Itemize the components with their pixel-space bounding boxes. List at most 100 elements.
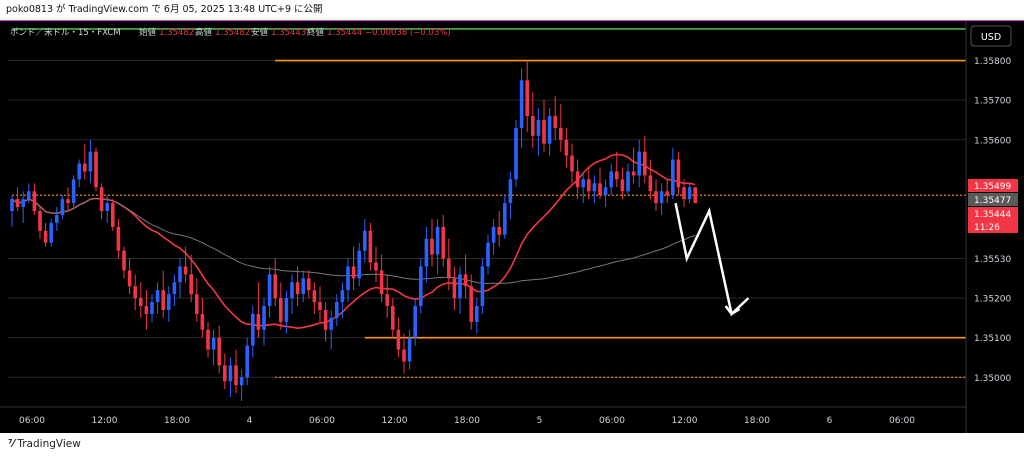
candle-body xyxy=(665,191,669,196)
candle-body xyxy=(167,294,171,310)
price-tag xyxy=(968,193,1018,206)
candle-body xyxy=(643,151,647,176)
candle-body xyxy=(329,317,333,330)
candles xyxy=(10,60,697,402)
candle-body xyxy=(195,294,199,314)
candle-body xyxy=(189,274,193,295)
candle-body xyxy=(603,187,608,196)
candle-body xyxy=(49,222,53,243)
publish-caption-bar: poko0813 が TradingView.com で 6月 05, 2025… xyxy=(0,0,1024,20)
candle-body xyxy=(273,274,277,299)
candle-body xyxy=(671,159,675,196)
candle-body xyxy=(480,266,485,307)
candle-body xyxy=(32,191,37,212)
x-tick-label: 6 xyxy=(827,416,833,426)
candle-body xyxy=(161,290,165,310)
candle-body xyxy=(127,270,132,287)
forecast-arrow-path xyxy=(674,202,750,317)
moving-averages xyxy=(11,153,696,330)
forecast-arrow-head xyxy=(724,305,741,316)
candle-body xyxy=(631,171,636,176)
candle-body xyxy=(570,155,574,172)
legend-close: 1.35444 xyxy=(327,28,362,38)
candle-body xyxy=(508,179,513,204)
candle-body xyxy=(575,171,580,188)
candle-body xyxy=(301,278,305,295)
candle-body xyxy=(598,183,602,196)
candle-body xyxy=(290,282,294,299)
candle-body xyxy=(536,119,541,136)
candle-body xyxy=(458,274,462,299)
candle-body xyxy=(155,290,160,303)
legend-open: 1.35482 xyxy=(159,28,194,38)
candle-body xyxy=(503,203,507,235)
candle-body xyxy=(77,163,81,180)
legend-close-label: 終値 xyxy=(307,27,325,38)
candle-body xyxy=(251,313,255,346)
candle-body xyxy=(111,203,115,227)
candle-body xyxy=(424,238,429,267)
price-chart[interactable]: 1.35800 1.35700 1.35600 1.35530 1.35200 1.351… xyxy=(0,21,1024,433)
legend-symbol: ポンド／米ドル・15・FXCM xyxy=(10,27,121,38)
candle-body xyxy=(553,116,557,128)
legend-change: −0.00038 (−0.03%) xyxy=(365,28,451,38)
chart-area[interactable]: 1.35800 1.35700 1.35600 1.35530 1.35200 1.351… xyxy=(0,21,1024,433)
candle-body xyxy=(351,266,356,279)
legend-high: 1.35482 xyxy=(215,28,250,38)
price-tag-label: 1.35444 xyxy=(974,210,1011,220)
candle-body xyxy=(441,226,445,259)
candle-body xyxy=(71,179,76,204)
currency-button-label[interactable]: USD xyxy=(981,32,1001,43)
candle-body xyxy=(514,127,518,180)
candle-body xyxy=(183,266,188,275)
candle-body xyxy=(547,116,552,144)
candle-body xyxy=(94,151,98,188)
candle-body xyxy=(587,179,591,192)
candle-body xyxy=(234,365,238,386)
price-tag-label: 11:26 xyxy=(974,223,1000,233)
legend-high-label: 高値 xyxy=(195,27,213,38)
y-tick-label: 1.35000 xyxy=(974,374,1011,384)
candle-body xyxy=(407,337,412,362)
candle-body xyxy=(133,286,137,299)
candle-body xyxy=(200,313,205,330)
y-tick-label: 1.35100 xyxy=(974,334,1011,344)
candle-body xyxy=(463,274,468,287)
y-tick-label: 1.35800 xyxy=(974,57,1011,67)
candle-body xyxy=(38,211,42,231)
candle-body xyxy=(559,127,563,140)
candle-body xyxy=(469,286,473,322)
candle-body xyxy=(172,282,177,295)
tv-logo-icon: ⁷⁄ xyxy=(8,438,15,450)
legend-low: 1.35443 xyxy=(271,28,306,38)
candle-body xyxy=(413,306,417,338)
candle-body xyxy=(447,258,451,279)
x-tick-label: 06:00 xyxy=(309,416,335,426)
price-tag xyxy=(968,207,1018,220)
x-tick-label: 18:00 xyxy=(744,416,770,426)
candle-body xyxy=(374,262,378,271)
publish-caption: poko0813 が TradingView.com で 6月 05, 2025… xyxy=(6,4,323,15)
candle-body xyxy=(419,266,423,307)
candle-body xyxy=(609,171,613,188)
candle-body xyxy=(676,159,681,188)
candle-body xyxy=(648,175,653,192)
candle-body xyxy=(693,187,697,204)
candle-body xyxy=(346,266,350,291)
candle-body xyxy=(564,139,569,156)
candle-body xyxy=(284,298,289,322)
candle-body xyxy=(368,230,373,263)
candle-body xyxy=(307,278,311,291)
candle-body xyxy=(687,187,692,200)
y-tick-label: 1.35200 xyxy=(974,295,1011,305)
candle-body xyxy=(626,171,630,192)
candle-body xyxy=(363,230,367,251)
candle-body xyxy=(452,278,457,299)
tradingview-logo[interactable]: ⁷⁄ TradingView xyxy=(8,438,81,450)
candle-body xyxy=(486,242,490,267)
candle-body xyxy=(659,191,664,204)
candle-body xyxy=(531,116,535,136)
currency-button[interactable]: USD xyxy=(970,25,1012,47)
candle-body xyxy=(475,306,479,322)
x-tick-label: 12:00 xyxy=(92,416,118,426)
